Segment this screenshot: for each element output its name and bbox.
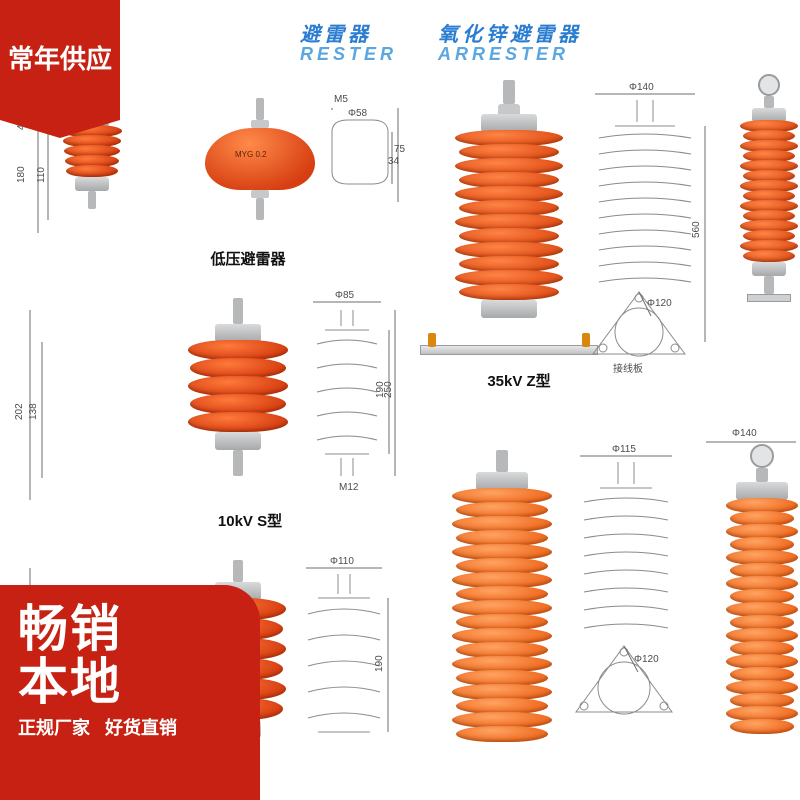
arrester-bottom-mid	[452, 450, 552, 742]
badge-bottom-line1: 畅销	[18, 603, 242, 656]
dim-d120b: Φ120	[634, 654, 659, 665]
dim-base-label: 接线板	[613, 362, 643, 375]
dim-h190b: 190	[374, 655, 385, 672]
header-left-en: RESTER	[300, 44, 397, 65]
caption-s-type: 10kV S型	[200, 510, 300, 531]
badge-bottom-sub2: 好货直销	[105, 718, 177, 738]
dim-bottom-mid: Φ115 Φ120	[572, 440, 702, 790]
dim-d85: Φ85	[335, 290, 355, 301]
badge-top: 常年供应	[0, 0, 120, 120]
arrester-bottom-right	[726, 444, 798, 734]
dim-h110: 110	[36, 167, 47, 183]
dim-h75: 75	[394, 144, 406, 155]
header-left-cn: 避雷器	[300, 18, 372, 47]
caption-z-type: 35kV Z型	[474, 370, 564, 391]
arrester-tall-right	[740, 74, 798, 302]
arrester-mushroom: MYG 0.2	[205, 98, 315, 220]
badge-bottom: 畅销 本地 正规厂家 好货直销	[0, 585, 260, 800]
dim-h250: 250	[383, 381, 394, 398]
dim-h560: 560	[691, 221, 702, 238]
dim-d140b: Φ140	[732, 428, 757, 439]
badge-bottom-sub1: 正规厂家	[18, 718, 90, 738]
badge-bottom-line2: 本地	[18, 656, 122, 709]
dim-h202: 202	[14, 403, 25, 420]
dim-bottom-right-top: Φ140	[702, 424, 800, 454]
dim-d110: Φ110	[330, 556, 354, 567]
dim-d58: Φ58	[348, 108, 368, 119]
arrester-z-type	[455, 80, 563, 318]
dim-d140: Φ140	[629, 82, 654, 93]
dim-s-type: Φ85 190 250 M12	[305, 286, 397, 506]
dim-d115: Φ115	[612, 444, 636, 455]
dim-z-type: Φ140 560 Φ120 接线板	[585, 78, 725, 378]
dim-h138: 138	[28, 403, 39, 420]
dim-m12: M12	[339, 482, 359, 493]
z-type-baseplate	[420, 345, 598, 355]
dim-bottom-left: Φ110 190	[300, 552, 396, 782]
badge-top-text: 常年供应	[8, 44, 112, 75]
arrester-s-type	[188, 298, 288, 476]
dim-h180: 180	[16, 166, 27, 183]
header-right-cn: 氧化锌避雷器	[438, 18, 582, 47]
dim-mushroom: M5 Φ58 34 75	[330, 92, 400, 242]
header-right-en: ARRESTER	[438, 44, 569, 65]
dim-d120: Φ120	[647, 298, 672, 309]
mushroom-model-text: MYG 0.2	[235, 150, 267, 159]
caption-low-voltage: 低压避雷器	[188, 248, 308, 269]
dim-s-type-left: 202 138	[0, 300, 60, 510]
dim-m5: M5	[334, 94, 348, 105]
